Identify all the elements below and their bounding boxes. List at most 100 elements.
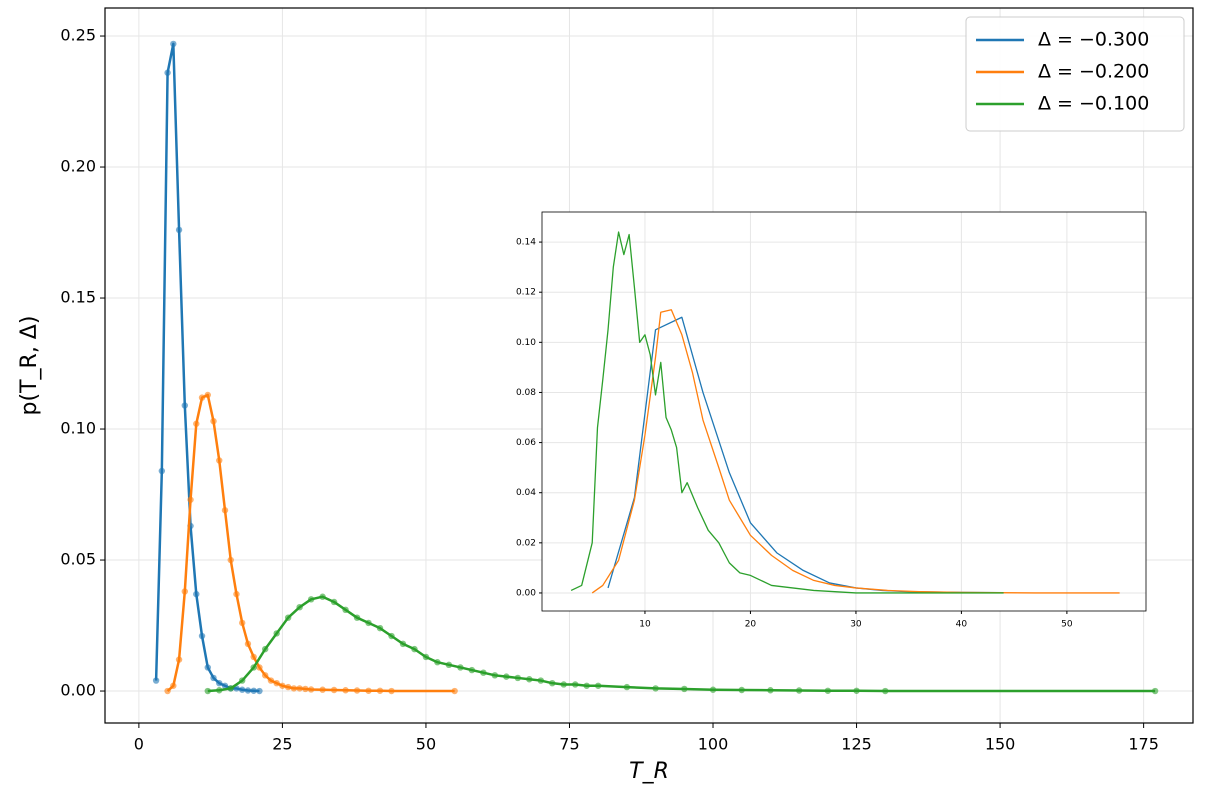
data-point — [273, 630, 280, 637]
y-tick-label: 0.00 — [60, 681, 96, 700]
data-point — [445, 661, 453, 669]
data-point — [434, 659, 441, 666]
data-point — [353, 687, 361, 694]
y-tick-label: 0.02 — [516, 538, 536, 548]
data-point — [376, 624, 384, 632]
data-point — [284, 683, 292, 691]
data-point — [250, 687, 257, 694]
data-point — [210, 674, 217, 682]
data-point — [221, 507, 229, 514]
x-tick-label: 50 — [416, 735, 436, 754]
data-point — [330, 686, 338, 694]
data-point — [365, 687, 372, 694]
x-tick-label: 150 — [985, 735, 1016, 754]
data-point — [244, 640, 252, 648]
x-tick-label: 0 — [134, 735, 144, 754]
data-point — [261, 672, 269, 679]
data-point — [583, 682, 590, 689]
x-tick-label: 175 — [1128, 735, 1159, 754]
data-point — [279, 682, 286, 689]
data-point — [216, 457, 223, 464]
data-point — [353, 614, 361, 621]
data-point — [399, 640, 407, 648]
data-point — [491, 672, 499, 679]
data-point — [319, 593, 326, 600]
data-point — [365, 619, 372, 627]
data-point — [376, 687, 384, 694]
series-line — [570, 231, 1004, 594]
x-tick-label: 20 — [745, 620, 757, 630]
data-point — [198, 632, 206, 640]
y-tick-label: 0.20 — [60, 157, 96, 176]
data-point — [204, 391, 211, 399]
data-point — [175, 656, 183, 663]
data-point — [170, 40, 177, 48]
data-point — [216, 687, 223, 694]
x-axis-label: T_R — [629, 759, 669, 784]
data-point — [273, 679, 280, 687]
data-point — [307, 686, 315, 693]
data-point — [210, 417, 217, 425]
data-point — [795, 687, 803, 694]
data-point — [468, 666, 476, 674]
data-point — [181, 588, 189, 595]
y-tick-label: 0.25 — [60, 26, 96, 45]
data-point — [296, 603, 303, 611]
x-tick-label: 50 — [1061, 620, 1073, 630]
data-point — [239, 619, 246, 627]
data-point — [480, 669, 487, 676]
data-point — [330, 598, 338, 606]
data-point — [738, 686, 745, 694]
data-point — [422, 653, 430, 661]
data-point — [824, 687, 832, 694]
data-point — [560, 681, 567, 688]
series-line — [166, 393, 455, 693]
x-tick-label: 30 — [850, 620, 862, 630]
data-point — [537, 677, 544, 684]
data-point — [267, 677, 275, 684]
data-point — [175, 226, 183, 234]
data-point — [216, 679, 223, 687]
data-point — [388, 687, 395, 695]
series-line — [591, 309, 1120, 594]
data-point — [302, 685, 309, 693]
x-tick-label: 10 — [639, 620, 651, 630]
data-point — [307, 596, 315, 603]
data-point — [204, 664, 211, 671]
y-tick-label: 0.10 — [516, 338, 536, 348]
data-point — [239, 686, 246, 693]
data-point — [198, 394, 206, 401]
data-point — [152, 677, 160, 684]
data-point — [290, 685, 298, 692]
data-point — [594, 682, 602, 689]
legend-label: Δ = −0.100 — [1038, 93, 1149, 115]
data-point — [181, 402, 189, 409]
data-point — [681, 685, 688, 693]
data-point — [503, 673, 510, 680]
data-point — [250, 653, 257, 661]
data-point — [193, 420, 200, 427]
series-line — [207, 595, 1156, 693]
data-point — [204, 687, 211, 695]
legend-label: Δ = −0.200 — [1038, 61, 1149, 83]
plot-area — [542, 212, 1146, 611]
data-point — [187, 496, 194, 503]
y-tick-label: 0.00 — [516, 588, 536, 598]
data-point — [244, 687, 252, 694]
data-point — [250, 664, 257, 671]
data-point — [221, 682, 229, 689]
data-point — [652, 685, 659, 692]
data-point — [388, 632, 395, 640]
data-point — [233, 590, 240, 598]
x-tick-label: 75 — [559, 735, 579, 754]
y-tick-label: 0.08 — [516, 388, 536, 398]
data-point — [170, 682, 177, 689]
y-tick-label: 0.14 — [516, 238, 536, 248]
y-tick-label: 0.04 — [516, 488, 536, 498]
data-point — [164, 69, 171, 76]
y-tick-label: 0.12 — [516, 288, 536, 298]
data-point — [767, 687, 774, 694]
y-tick-label: 0.05 — [60, 550, 96, 569]
